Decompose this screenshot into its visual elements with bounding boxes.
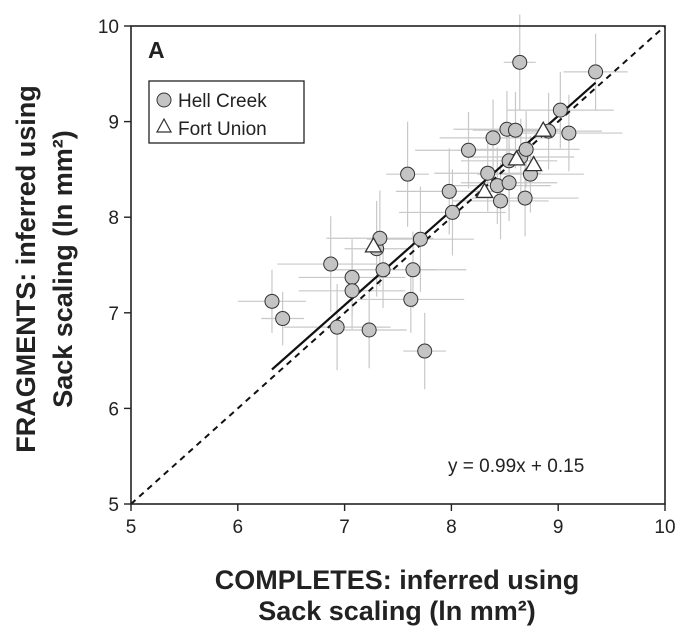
- y-tick-label: 5: [108, 495, 119, 516]
- legend-fort-union-label: Fort Union: [178, 119, 267, 140]
- legend-hell-creek-marker: [156, 92, 172, 108]
- hell-creek-point: [493, 193, 509, 209]
- hell-creek-point: [460, 142, 476, 158]
- hell-creek-point: [501, 175, 517, 191]
- hell-creek-point: [264, 293, 280, 309]
- hell-creek-point: [361, 322, 377, 338]
- data-points: [264, 54, 604, 359]
- hell-creek-point: [441, 183, 457, 199]
- fort-union-point: [475, 182, 494, 199]
- hell-creek-point: [552, 102, 568, 118]
- error-bars: [237, 14, 628, 390]
- regression-equation: y = 0.99x + 0.15: [448, 456, 584, 477]
- one-to-one-reference-line: [130, 25, 666, 505]
- hell-creek-point: [344, 283, 360, 299]
- y-axis-title: FRAGMENTS: inferred using Sack scaling (…: [11, 85, 78, 453]
- hell-creek-point: [323, 256, 339, 272]
- fort-union-point: [364, 236, 383, 253]
- y-tick-label: 9: [108, 113, 119, 134]
- x-axis-title-line-1: COMPLETES: inferred using: [215, 565, 580, 595]
- hell-creek-point: [417, 343, 433, 359]
- hell-creek-point: [561, 125, 577, 141]
- x-tick-label: 8: [446, 517, 457, 538]
- hell-creek-point: [403, 291, 419, 307]
- hell-creek-point: [444, 204, 460, 220]
- y-axis-title-line-2: Sack scaling (ln mm²): [48, 130, 78, 408]
- hell-creek-point: [507, 122, 523, 138]
- hell-creek-point: [344, 269, 360, 285]
- hell-creek-point: [512, 54, 528, 70]
- x-axis-ticks: 5 6 7 8 9 10: [126, 504, 676, 538]
- hell-creek-point: [329, 319, 345, 335]
- y-tick-label: 6: [108, 399, 119, 420]
- x-tick-label: 9: [553, 517, 564, 538]
- hell-creek-point: [518, 141, 534, 157]
- hell-creek-point: [275, 311, 291, 327]
- x-axis-title-line-2: Sack scaling (ln mm²): [258, 596, 536, 626]
- fort-union-point: [524, 155, 543, 172]
- x-tick-label: 5: [126, 517, 137, 538]
- legend-hell-creek-label: Hell Creek: [178, 91, 267, 112]
- x-tick-label: 6: [233, 517, 244, 538]
- plot-frame: [130, 25, 666, 505]
- fort-union-point: [534, 120, 553, 137]
- x-tick-label: 7: [339, 517, 350, 538]
- y-axis-ticks: 5 6 7 8 9 10: [98, 17, 131, 516]
- y-axis-title-line-1: FRAGMENTS: inferred using: [11, 85, 41, 453]
- y-tick-label: 7: [108, 304, 119, 325]
- hell-creek-point: [405, 262, 421, 278]
- x-tick-label: 10: [654, 517, 675, 538]
- x-axis-title: COMPLETES: inferred using Sack scaling (…: [215, 565, 580, 626]
- fort-union-point: [507, 149, 526, 166]
- panel-label: A: [148, 37, 165, 63]
- hell-creek-point: [480, 165, 496, 181]
- hell-creek-point: [412, 231, 428, 247]
- y-tick-label: 10: [98, 17, 119, 38]
- legend-box: [148, 80, 305, 144]
- hell-creek-point: [485, 130, 501, 146]
- y-tick-label: 8: [108, 208, 119, 229]
- hell-creek-point: [375, 262, 391, 278]
- legend: Hell Creek Fort Union: [148, 80, 305, 144]
- legend-fort-union-marker: [155, 117, 173, 133]
- hell-creek-point: [588, 64, 604, 80]
- hell-creek-point: [400, 166, 416, 182]
- hell-creek-point: [517, 190, 533, 206]
